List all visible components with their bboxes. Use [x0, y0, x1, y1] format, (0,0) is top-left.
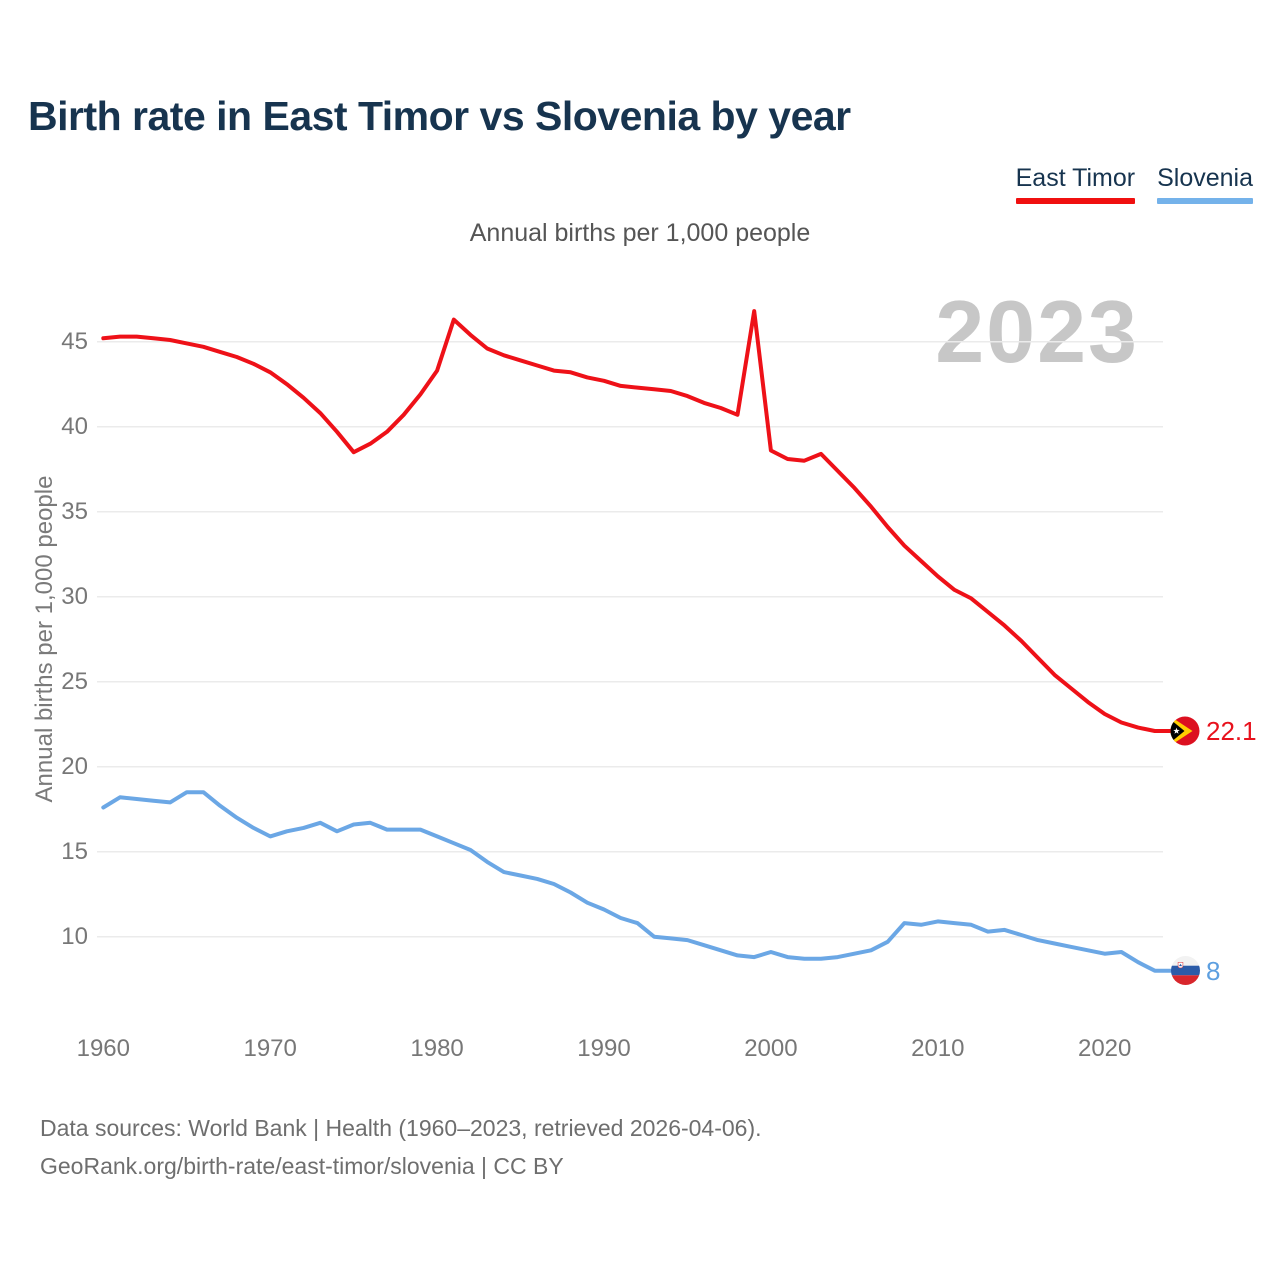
y-tick-label: 20: [61, 752, 88, 780]
x-tick-label: 1980: [410, 1035, 464, 1062]
x-tick-label: 2000: [744, 1035, 798, 1062]
legend-item-east-timor[interactable]: East Timor: [1015, 164, 1136, 204]
y-tick-label: 25: [61, 667, 88, 695]
y-tick-label: 45: [61, 327, 88, 355]
end-label-east-timor: 22.1: [1206, 716, 1257, 746]
legend: East Timor Slovenia: [1015, 164, 1253, 204]
watermark-year: 2023: [935, 282, 1139, 381]
x-tick-label: 1960: [76, 1035, 130, 1062]
x-tick-label: 2010: [911, 1035, 965, 1062]
y-tick-label: 35: [61, 497, 88, 525]
legend-label-slovenia: Slovenia: [1157, 164, 1253, 192]
y-tick-label: 30: [61, 582, 88, 610]
y-tick-label: 40: [61, 412, 88, 440]
gridlines: [97, 340, 1163, 938]
x-tick-label: 2020: [1077, 1035, 1132, 1062]
y-axis-title: Annual births per 1,000 people: [31, 475, 58, 803]
footer-attribution: GeoRank.org/birth-rate/east-timor/sloven…: [40, 1153, 564, 1179]
series-lines: [101, 309, 1173, 973]
page-title: Birth rate in East Timor vs Slovenia by …: [28, 93, 851, 139]
end-label-slovenia: 8: [1206, 956, 1221, 986]
footer: Data sources: World Bank | Health (1960–…: [40, 1109, 762, 1185]
legend-swatch-slovenia: [1157, 198, 1253, 204]
legend-label-east-timor: East Timor: [1015, 164, 1136, 192]
chart-subtitle: Annual births per 1,000 people: [469, 219, 811, 247]
y-tick-label: 15: [61, 837, 88, 865]
series-line-slovenia: [101, 790, 1173, 973]
y-tick-label: 10: [61, 922, 88, 950]
east-timor-flag-icon: [1170, 716, 1200, 746]
footer-sources: Data sources: World Bank | Health (1960–…: [40, 1115, 762, 1141]
slovenia-flag-icon: [1171, 956, 1200, 985]
legend-swatch-east-timor: [1015, 198, 1136, 204]
x-tick-label: 1990: [577, 1035, 631, 1062]
legend-item-slovenia[interactable]: Slovenia: [1157, 164, 1253, 204]
x-tick-label: 1970: [243, 1035, 297, 1062]
